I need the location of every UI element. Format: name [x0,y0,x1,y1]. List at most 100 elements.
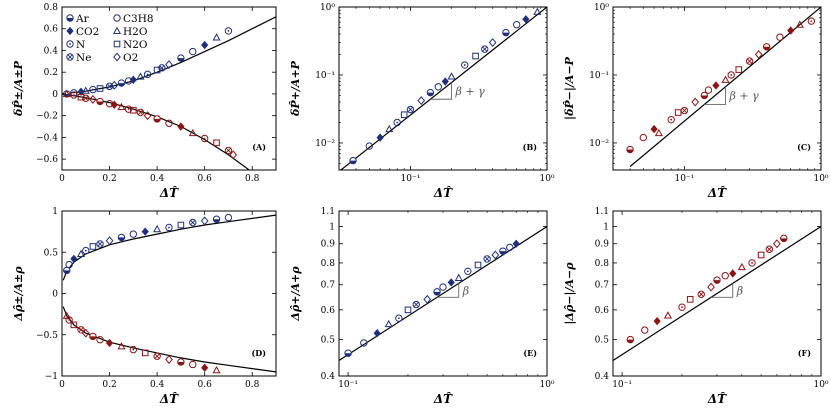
data-point [795,20,804,28]
slope-triangle [430,82,452,100]
data-point [365,142,374,150]
x-axis-label: ΔT̂ [159,391,179,406]
y-tick-label: 0.5 [595,336,610,346]
axes-frame [612,6,822,171]
x-tick-label: 0.8 [245,174,260,184]
series-blue [63,27,233,98]
data-point [189,218,197,227]
x-tick-label: 10⁰ [813,380,828,390]
data-point [349,156,357,165]
data-point [754,50,763,59]
axes-frame [61,210,277,377]
data-point [748,259,756,267]
slope-annotation: β [462,284,469,297]
slope-annotation: β + γ [729,90,760,103]
data-point [776,33,784,41]
data-point [65,316,73,324]
y-tick-label: 0.9 [321,240,336,250]
y-tick-label: 0.4 [595,372,610,382]
data-point [395,314,403,322]
panel-e: β 10⁻¹ 10⁰ 0.4 0.5 0.6 0.7 0.8 0.9 1 1.1 ΔT̂ Δρ̂+/A+… [289,207,555,406]
x-tick-label: 0.2 [102,380,116,390]
data-point [745,57,754,65]
y-axis-label: |Δρ̂−|/A−ρ [563,262,576,325]
x-tick-label: 0.6 [198,380,213,390]
data-point [212,33,221,41]
data-point [212,215,221,223]
fit-line-1 [339,7,547,170]
data-point [188,128,197,137]
slope-triangle [711,283,734,298]
data-point [461,61,469,69]
data-point [697,290,705,299]
data-point [165,119,173,127]
data-point [721,75,730,83]
y-tick-label: 1 [329,223,335,233]
y-axis-label: δP̂±/A±P [12,60,25,117]
axes-frame [61,6,277,171]
data-point [533,7,542,15]
data-point [447,278,455,287]
y-tick-label: 10⁰ [320,3,335,13]
data-point [96,240,104,248]
y-tick-label: 0.9 [595,240,610,250]
data-point [201,363,209,372]
series-red [626,234,788,344]
y-tick-label: 1 [603,223,609,233]
panel-b: β + γ 10⁻¹ 10⁰ 10⁻² 10⁻¹ 10⁰ ΔT̂ δP̂+/A+P (B) [289,3,555,200]
legend-marker [66,26,74,36]
data-point [434,83,442,91]
y-tick-label: 0.7 [321,281,336,291]
data-point [70,91,78,99]
x-axis-label: ΔT̂ [433,391,453,406]
x-tick-label: 0 [59,174,65,184]
data-point [153,224,162,233]
y-tick-label: 0.6 [44,25,59,35]
data-point [105,338,114,348]
panel-f: β 10⁻¹ 10⁰ 0.4 0.5 0.6 0.7 0.8 0.9 1 1.1 ΔT̂ |Δρ̂−|/… [563,207,829,406]
data-point [89,94,97,104]
slope-annotation: β + γ [455,85,486,98]
data-point [117,79,126,87]
panel-tag: (A) [252,142,266,152]
y-tick-label: 0.7 [595,281,610,291]
data-point [143,111,152,121]
data-point [141,227,149,236]
data-point [177,358,185,366]
data-point [499,247,507,255]
y-tick-label: 10⁻² [315,139,335,149]
data-point [229,150,238,160]
y-tick-label: 10⁻¹ [315,71,335,81]
panel-tag: (B) [523,142,538,152]
data-point [81,86,90,94]
data-point [639,133,648,142]
data-point [189,360,197,369]
y-tick-label: −0.2 [36,112,58,122]
data-point [376,133,384,142]
legend-entry: H2O [123,26,148,38]
data-point [213,139,220,147]
series-blue [344,239,520,357]
fit-line-1 [629,7,821,167]
data-point [70,321,78,329]
y-tick-label: 0.8 [595,259,610,269]
data-point [654,128,663,137]
x-tick-label: 0.4 [150,380,165,390]
data-point [136,108,145,117]
y-tick-label: 0.5 [321,336,336,346]
slope-triangle [704,86,726,105]
data-point [224,146,233,155]
data-point [522,15,530,24]
legend-marker [113,40,121,48]
data-point [472,52,479,60]
legend-marker [66,14,74,22]
data-point [762,43,771,51]
data-point [707,282,715,292]
x-axis-label: ΔT̂ [159,185,179,200]
data-point [82,94,90,102]
data-point [691,97,700,107]
y-tick-label: 0.6 [321,306,336,316]
data-point [129,230,138,238]
data-point [385,124,394,133]
slope-triangle [437,283,460,298]
